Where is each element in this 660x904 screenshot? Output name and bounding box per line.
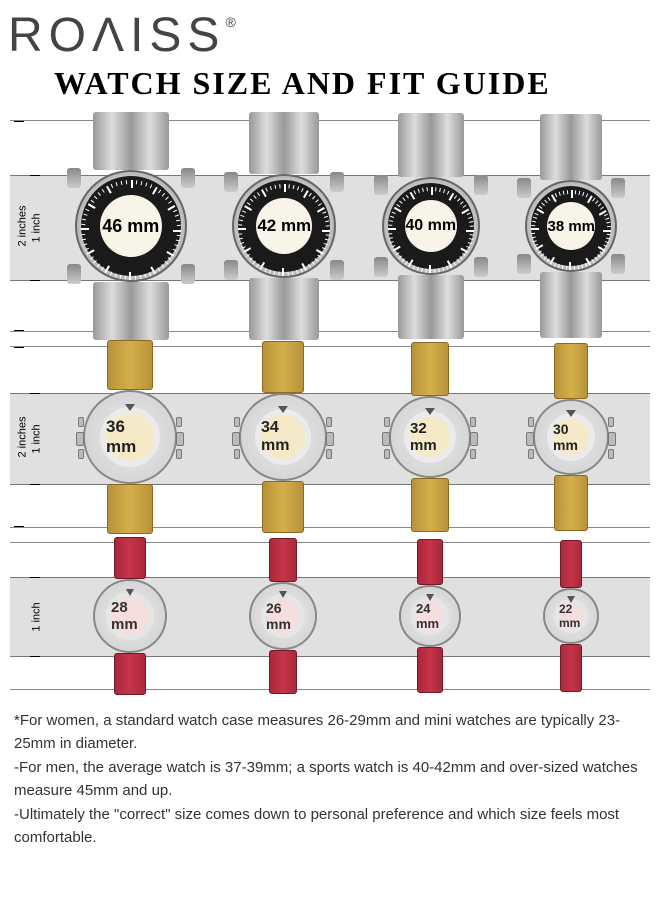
watch-size-label: 26 mm xyxy=(261,594,305,638)
watch-28mm: 28 mm xyxy=(93,537,167,695)
watch-size-label: 36 mm xyxy=(100,407,160,467)
watch-face: 24 mm xyxy=(399,585,461,647)
watch-face: 26 mm xyxy=(249,582,317,650)
watch-size-label: 46 mm xyxy=(100,195,162,257)
watch-band-top xyxy=(560,540,582,588)
watch-band-bottom xyxy=(269,650,297,694)
watch-22mm: 22 mm xyxy=(543,540,599,692)
watch-size-label: 30 mm xyxy=(547,413,595,461)
watch-face: 28 mm xyxy=(93,579,167,653)
watch-band-top xyxy=(107,340,153,390)
watch-size-label: 22 mm xyxy=(554,599,588,633)
watch-46mm: 46 mm xyxy=(75,112,187,340)
watch-band-top xyxy=(540,114,602,180)
watch-face: 22 mm xyxy=(543,588,599,644)
watch-36mm: 36 mm xyxy=(83,340,177,534)
watch-band-bottom xyxy=(554,475,588,531)
watch-face: 36 mm xyxy=(83,390,177,484)
chart-row-2: 2 inches1 inch36 mm34 mm32 mm30 mm xyxy=(10,346,650,528)
watch-band-bottom xyxy=(114,653,146,695)
watch-band-top xyxy=(93,112,169,170)
watch-34mm: 34 mm xyxy=(239,341,327,533)
watch-face: 38 mm xyxy=(525,180,617,272)
watch-size-label: 28 mm xyxy=(106,592,154,640)
watch-size-label: 40 mm xyxy=(405,200,457,252)
watch-band-bottom xyxy=(417,647,443,693)
watch-band-bottom xyxy=(249,278,319,340)
watch-band-top xyxy=(249,112,319,174)
footer-line-3: -Ultimately the "correct" size comes dow… xyxy=(14,804,646,849)
watch-band-bottom xyxy=(411,478,449,532)
watch-band-top xyxy=(411,342,449,396)
chart-row-3: 1 inch28 mm26 mm24 mm22 mm xyxy=(10,542,650,690)
watch-face: 42 mm xyxy=(232,174,336,278)
watch-38mm: 38 mm xyxy=(525,114,617,338)
watch-band-bottom xyxy=(540,272,602,338)
watch-24mm: 24 mm xyxy=(399,539,461,693)
watch-size-label: 32 mm xyxy=(404,411,456,463)
size-chart: 2 inches1 inch46 mm42 mm40 mm38 mm2 inch… xyxy=(10,120,650,690)
watch-band-bottom xyxy=(262,481,304,533)
watch-band-bottom xyxy=(560,644,582,692)
watch-band-bottom xyxy=(107,484,153,534)
watch-band-top xyxy=(554,343,588,399)
watch-band-top xyxy=(417,539,443,585)
chart-row-1: 2 inches1 inch46 mm42 mm40 mm38 mm xyxy=(10,120,650,332)
watch-face: 40 mm xyxy=(382,177,480,275)
watch-band-top xyxy=(262,341,304,393)
watch-face: 34 mm xyxy=(239,393,327,481)
watch-size-label: 38 mm xyxy=(547,202,595,250)
footer-notes: *For women, a standard watch case measur… xyxy=(0,690,660,849)
watch-size-label: 42 mm xyxy=(256,198,312,254)
watch-26mm: 26 mm xyxy=(249,538,317,694)
watch-band-top xyxy=(269,538,297,582)
watch-band-top xyxy=(114,537,146,579)
registered-mark: ® xyxy=(225,14,241,30)
watch-band-bottom xyxy=(398,275,464,339)
watch-band-top xyxy=(398,113,464,177)
watch-face: 46 mm xyxy=(75,170,187,282)
footer-line-2: -For men, the average watch is 37-39mm; … xyxy=(14,757,646,802)
watch-face: 30 mm xyxy=(533,399,609,475)
footer-line-1: *For women, a standard watch case measur… xyxy=(14,710,646,755)
watch-40mm: 40 mm xyxy=(382,113,480,339)
watch-size-label: 34 mm xyxy=(255,409,311,465)
brand-logo: ROΛISS® xyxy=(0,0,660,63)
watch-30mm: 30 mm xyxy=(533,343,609,531)
watch-face: 32 mm xyxy=(389,396,471,478)
watch-size-label: 24 mm xyxy=(411,597,449,635)
watch-band-bottom xyxy=(93,282,169,340)
brand-text: ROΛISS xyxy=(8,9,225,62)
watch-32mm: 32 mm xyxy=(389,342,471,532)
watch-42mm: 42 mm xyxy=(232,112,336,340)
